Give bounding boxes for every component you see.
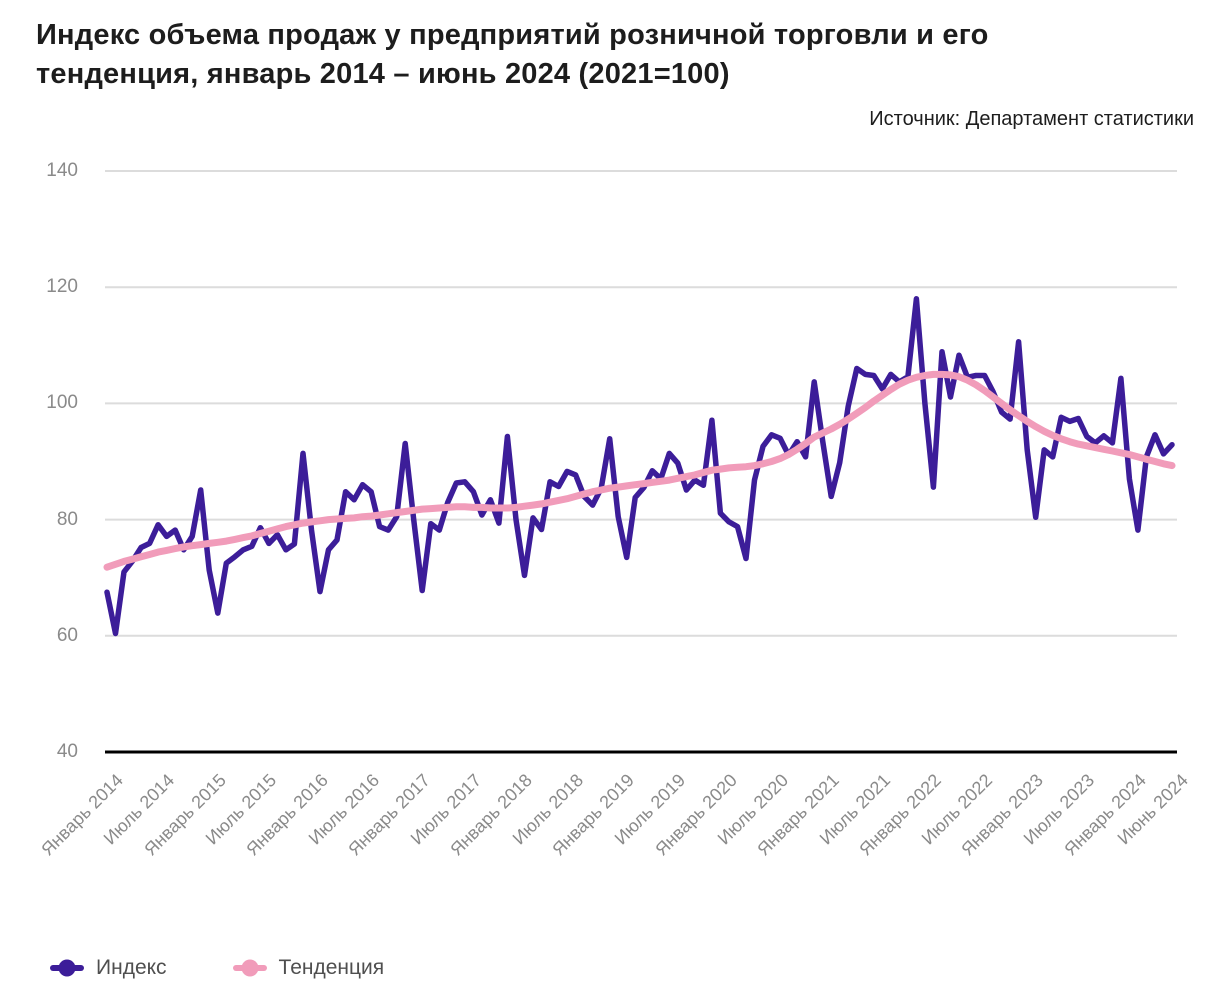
chart-title-line2: тенденция, январь 2014 – июнь 2024 (2021…: [36, 57, 730, 90]
y-tick-label: 140: [46, 160, 78, 181]
y-tick-label: 80: [56, 508, 78, 530]
series-lines: [103, 296, 1176, 637]
y-tick-label: 40: [56, 741, 78, 762]
legend-item-trend[interactable]: Тенденция: [232, 956, 385, 980]
chart-title: Индекс объема продаж у предприятий розни…: [36, 16, 1096, 94]
trend-line-marker-icon: [232, 959, 267, 977]
y-tick-label: 100: [46, 392, 78, 414]
trend-line: [103, 370, 1176, 571]
legend-label-index: Индекс: [96, 956, 167, 979]
chart-title-line1: Индекс объема продаж у предприятий розни…: [36, 19, 989, 51]
legend-label-trend: Тенденция: [278, 956, 385, 979]
chart-legend: Индекс Тенденция: [50, 956, 384, 980]
index-line-marker-icon: [50, 959, 84, 977]
y-tick-label: 120: [46, 276, 78, 298]
legend-item-index[interactable]: Индекс: [50, 956, 167, 980]
source-note: Источник: Департамент статистики: [869, 108, 1194, 130]
index-line: [104, 296, 1175, 637]
y-tick-label: 60: [56, 624, 78, 646]
gridlines: [105, 170, 1177, 754]
